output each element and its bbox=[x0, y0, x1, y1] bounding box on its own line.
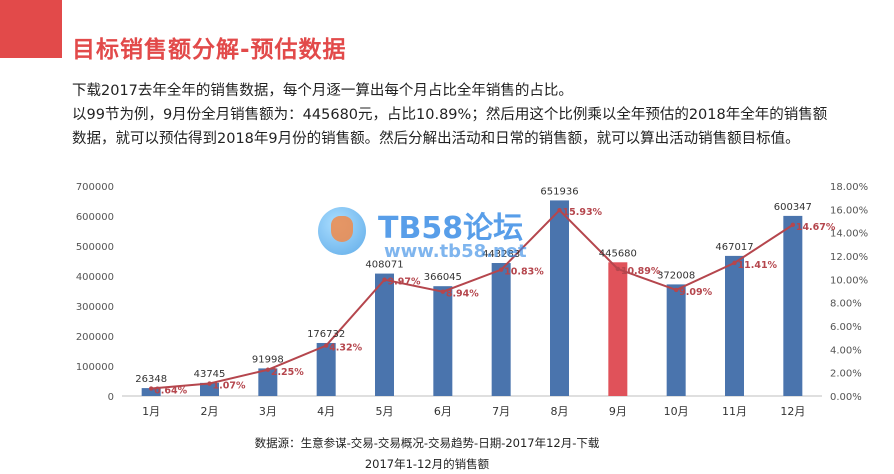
x-tick-label: 7月 bbox=[492, 405, 510, 418]
percent-data-label: 10.89% bbox=[621, 266, 661, 277]
line-point bbox=[323, 343, 329, 348]
data-source-caption: 数据源：生意参谋-交易-交易概况-交易趋势-日期-2017年12月-下载 bbox=[254, 436, 600, 450]
line-point bbox=[732, 260, 737, 266]
bar-value-label: 366045 bbox=[424, 272, 462, 283]
bar bbox=[141, 388, 161, 396]
y-left-tick-label: 700000 bbox=[76, 182, 114, 193]
hand-icon bbox=[331, 216, 353, 242]
y-right-tick-label: 8.00% bbox=[830, 299, 862, 310]
bar bbox=[783, 215, 803, 396]
bar-value-label: 26348 bbox=[135, 374, 167, 385]
y-left-tick-label: 400000 bbox=[76, 272, 114, 283]
x-tick-label: 10月 bbox=[664, 405, 689, 418]
bar bbox=[433, 286, 453, 396]
percent-data-label: 8.94% bbox=[446, 289, 479, 300]
percent-data-label: 4.32% bbox=[329, 343, 362, 354]
x-tick-label: 11月 bbox=[722, 405, 747, 418]
bar bbox=[316, 342, 336, 396]
y-right-tick-label: 14.00% bbox=[830, 229, 868, 240]
bar-value-label: 651936 bbox=[540, 186, 578, 197]
line-point bbox=[265, 367, 271, 372]
percent-data-label: 10.83% bbox=[504, 267, 544, 278]
x-tick-label: 4月 bbox=[317, 405, 335, 418]
y-right-tick-label: 16.00% bbox=[830, 205, 868, 216]
y-right-tick-label: 12.00% bbox=[830, 252, 868, 263]
watermark-url: www.tb58.net bbox=[384, 241, 527, 262]
watermark: TB58论坛 www.tb58.net bbox=[318, 203, 588, 263]
y-left-tick-label: 300000 bbox=[76, 302, 114, 313]
y-right-tick-label: 6.00% bbox=[830, 322, 862, 333]
percent-data-label: 14.67% bbox=[796, 222, 836, 233]
line-point bbox=[207, 381, 212, 386]
bar bbox=[725, 255, 744, 396]
x-tick-label: 6月 bbox=[434, 405, 452, 418]
bar bbox=[666, 284, 686, 396]
x-tick-label: 1月 bbox=[142, 405, 160, 418]
watermark-text: TB58论坛 bbox=[378, 211, 524, 246]
page-title: 目标销售额分解-预估数据 bbox=[72, 37, 347, 63]
bar bbox=[375, 273, 394, 396]
line-point bbox=[382, 277, 387, 282]
x-tick-label: 9月 bbox=[609, 405, 627, 418]
bar bbox=[258, 368, 278, 396]
bar-value-label: 600347 bbox=[774, 202, 812, 213]
percent-data-label: 15.93% bbox=[563, 207, 603, 218]
x-tick-label: 12月 bbox=[780, 405, 805, 418]
y-left-tick-label: 500000 bbox=[76, 242, 114, 253]
line-point bbox=[440, 289, 446, 294]
y-right-tick-label: 18.00% bbox=[830, 182, 868, 193]
title-accent-bar bbox=[0, 0, 62, 58]
description-line-1: 下载2017去年全年的销售数据，每个月逐一算出每个月占比全年销售的占比。 bbox=[72, 83, 573, 99]
bar-value-label: 445680 bbox=[599, 248, 637, 259]
description-line-2: 以99节为例，9月份全月销售额为：445680元，占比10.89%；然后用这个比… bbox=[72, 107, 828, 123]
percent-data-label: 2.25% bbox=[271, 367, 304, 378]
x-tick-label: 3月 bbox=[259, 405, 277, 418]
bar bbox=[491, 263, 511, 396]
percent-data-label: 1.07% bbox=[213, 381, 246, 392]
bar-value-label: 176732 bbox=[307, 329, 345, 340]
line-point bbox=[498, 267, 504, 272]
percent-data-label: 0.64% bbox=[154, 386, 187, 397]
bar-value-label: 408071 bbox=[365, 260, 403, 271]
bar-value-label: 43745 bbox=[194, 369, 226, 380]
y-right-tick-label: 4.00% bbox=[830, 345, 862, 356]
bar bbox=[550, 200, 569, 396]
y-right-tick-label: 0.00% bbox=[830, 392, 862, 403]
line-point bbox=[615, 266, 621, 272]
y-left-tick-label: 600000 bbox=[76, 212, 114, 223]
y-left-tick-label: 0 bbox=[108, 392, 114, 403]
bar bbox=[608, 262, 628, 396]
line-point bbox=[557, 207, 562, 213]
line-point bbox=[673, 287, 679, 293]
bar-value-label: 467017 bbox=[715, 242, 753, 253]
x-tick-label: 8月 bbox=[551, 405, 569, 418]
description-line-3: 数据，就可以预估得到2018年9月份的销售额。然后分解出活动和日常的销售额，就可… bbox=[72, 131, 800, 147]
line-point bbox=[790, 222, 796, 228]
percent-data-label: 11.41% bbox=[738, 260, 778, 271]
x-tick-label: 5月 bbox=[376, 405, 394, 418]
sales-chart: 0 100000 200000 300000 400000 500000 600000 700… bbox=[76, 182, 868, 418]
line-point bbox=[148, 386, 154, 391]
bar-value-label: 91998 bbox=[252, 354, 284, 365]
x-tick-label: 2月 bbox=[201, 405, 219, 418]
percent-data-label: 9.09% bbox=[679, 287, 712, 298]
chart-subtitle-caption: 2017年1-12月的销售额 bbox=[364, 457, 490, 471]
percent-data-label: 9.97% bbox=[388, 277, 421, 288]
bar-value-label: 443283 bbox=[482, 249, 520, 260]
percent-line bbox=[151, 208, 794, 390]
bar bbox=[200, 382, 219, 396]
y-right-tick-label: 2.00% bbox=[830, 369, 862, 380]
y-right-tick-label: 10.00% bbox=[830, 275, 868, 286]
bar-value-label: 372008 bbox=[657, 270, 695, 281]
y-left-tick-label: 200000 bbox=[76, 332, 114, 343]
y-left-tick-label: 100000 bbox=[76, 362, 114, 373]
